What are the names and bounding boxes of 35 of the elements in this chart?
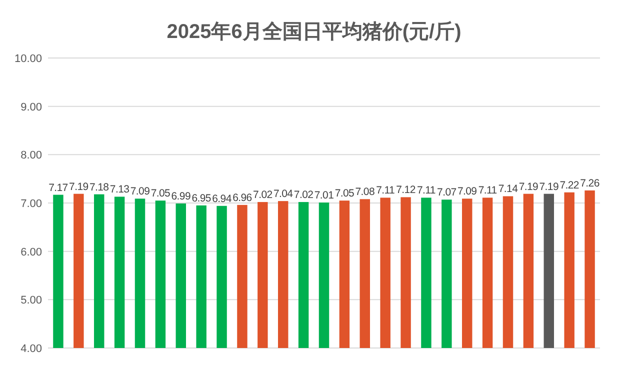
data-label: 7.02 [253, 189, 273, 202]
data-label: 7.22 [560, 179, 580, 192]
data-label: 7.26 [580, 177, 600, 190]
chart-title: 2025年6月全国日平均猪价(元/斤) [166, 20, 462, 43]
y-tick-label: 10.00 [14, 53, 42, 65]
data-label: 7.17 [48, 182, 68, 194]
data-label: 7.14 [498, 183, 518, 196]
data-label: 7.01 [314, 190, 334, 202]
data-label: 7.02 [294, 189, 314, 202]
data-label: 7.12 [396, 184, 416, 196]
data-label: 7.11 [416, 184, 436, 197]
data-label: 7.11 [376, 184, 396, 197]
data-label: 7.19 [518, 180, 539, 193]
y-tick-label: 7.00 [20, 198, 42, 210]
y-tick-label: 9.00 [20, 101, 42, 114]
y-tick-label: 6.00 [20, 246, 42, 258]
data-label: 7.04 [273, 188, 294, 200]
data-label: 7.05 [150, 188, 171, 200]
data-label: 7.18 [89, 181, 110, 194]
data-label: 7.05 [334, 188, 355, 200]
data-label: 7.09 [130, 186, 150, 198]
data-label: 7.07 [437, 186, 457, 199]
data-label: 7.13 [110, 184, 130, 196]
y-tick-label: 5.00 [20, 294, 42, 307]
data-label: 7.11 [478, 184, 498, 197]
data-label: 6.99 [171, 190, 191, 202]
data-label: 7.09 [457, 186, 478, 198]
data-label: 6.95 [192, 192, 212, 204]
data-label: 6.94 [212, 192, 232, 205]
data-label: 7.08 [355, 186, 375, 198]
y-tick-label: 4.00 [20, 343, 42, 355]
y-tick-label: 8.00 [20, 150, 42, 162]
data-label: 7.19 [69, 180, 89, 193]
data-label: 6.96 [232, 192, 252, 204]
data-label: 7.19 [539, 180, 559, 193]
